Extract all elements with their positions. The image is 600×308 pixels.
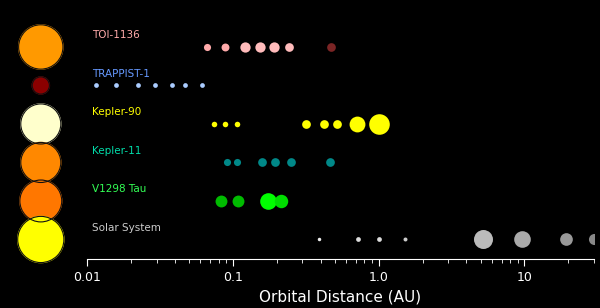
Point xyxy=(222,160,232,165)
Text: Solar System: Solar System xyxy=(92,223,161,233)
Point xyxy=(561,237,571,242)
Point xyxy=(209,121,218,126)
X-axis label: Orbital Distance (AU): Orbital Distance (AU) xyxy=(259,289,422,304)
Point xyxy=(180,83,190,88)
Point xyxy=(263,198,272,203)
Point xyxy=(232,121,242,126)
Point xyxy=(319,121,328,126)
Text: V1298 Tau: V1298 Tau xyxy=(92,184,146,194)
Point xyxy=(91,83,101,88)
Point xyxy=(133,83,143,88)
Point xyxy=(232,160,241,165)
Point xyxy=(353,237,363,242)
Point xyxy=(241,45,250,50)
Point xyxy=(269,45,278,50)
Point xyxy=(220,45,230,50)
Point xyxy=(517,237,527,242)
Point xyxy=(150,83,160,88)
Point xyxy=(302,121,311,126)
Point xyxy=(478,237,488,242)
Point xyxy=(221,121,230,126)
Point xyxy=(197,83,207,88)
Point xyxy=(401,237,410,242)
Point xyxy=(270,160,280,165)
Point xyxy=(257,160,267,165)
Text: Kepler-11: Kepler-11 xyxy=(92,146,141,156)
Point xyxy=(284,45,294,50)
Point xyxy=(277,198,286,203)
Text: TRAPPIST-1: TRAPPIST-1 xyxy=(92,69,150,79)
Point xyxy=(352,121,362,126)
Text: Kepler-90: Kepler-90 xyxy=(92,107,141,117)
Text: TOI-1136: TOI-1136 xyxy=(92,30,140,40)
Point xyxy=(167,83,177,88)
Point xyxy=(256,45,265,50)
Point xyxy=(374,237,383,242)
Point xyxy=(233,198,242,203)
Point xyxy=(111,83,121,88)
Point xyxy=(589,237,599,242)
Point xyxy=(216,198,226,203)
Point xyxy=(326,45,335,50)
Point xyxy=(374,121,384,126)
Point xyxy=(203,45,212,50)
Point xyxy=(332,121,342,126)
Point xyxy=(314,237,323,242)
Point xyxy=(325,160,335,165)
Point xyxy=(286,160,296,165)
